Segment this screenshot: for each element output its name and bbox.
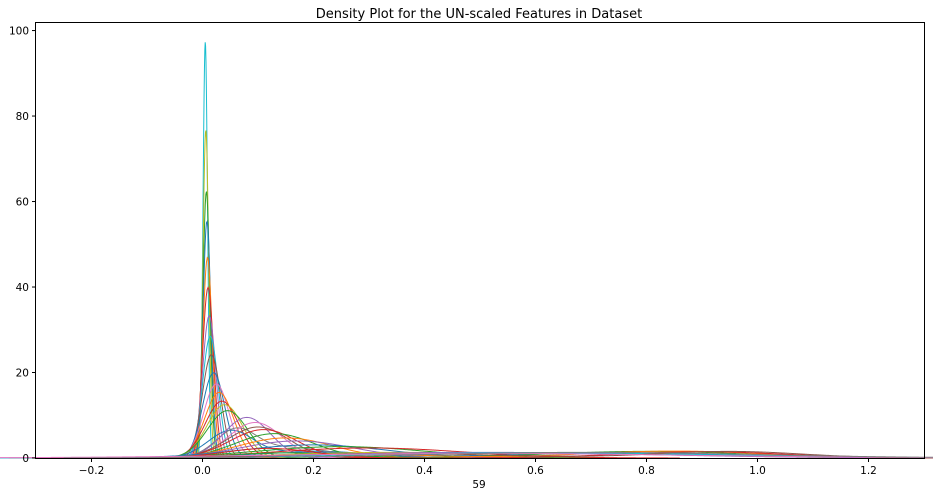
plot-frame <box>35 22 925 459</box>
y-tick-label: 80 <box>16 111 29 123</box>
x-tick-label: 0.2 <box>305 465 322 477</box>
x-tick-label: 0.4 <box>416 465 433 477</box>
y-tick-label: 100 <box>9 26 29 38</box>
x-tick-label: 0.8 <box>638 465 655 477</box>
x-tick-label: −0.2 <box>79 465 105 477</box>
y-tick-label: 40 <box>16 282 29 294</box>
x-axis-label: 59 <box>472 479 485 491</box>
x-axis-ticks: −0.2 0.0 0.2 0.4 0.6 0.8 1.0 1.2 <box>79 458 877 477</box>
x-tick-label: 0.0 <box>194 465 211 477</box>
y-tick-label: 20 <box>16 368 29 380</box>
chart-title: Density Plot for the UN-scaled Features … <box>316 7 642 22</box>
y-tick-label: 0 <box>22 453 29 465</box>
density-curve <box>63 451 933 459</box>
density-curves <box>0 42 933 459</box>
x-tick-label: 0.6 <box>527 465 544 477</box>
x-tick-label: 1.2 <box>860 465 877 477</box>
y-tick-label: 60 <box>16 197 29 209</box>
y-axis-ticks: 0 20 40 60 80 100 <box>9 26 36 465</box>
x-tick-label: 1.0 <box>749 465 766 477</box>
